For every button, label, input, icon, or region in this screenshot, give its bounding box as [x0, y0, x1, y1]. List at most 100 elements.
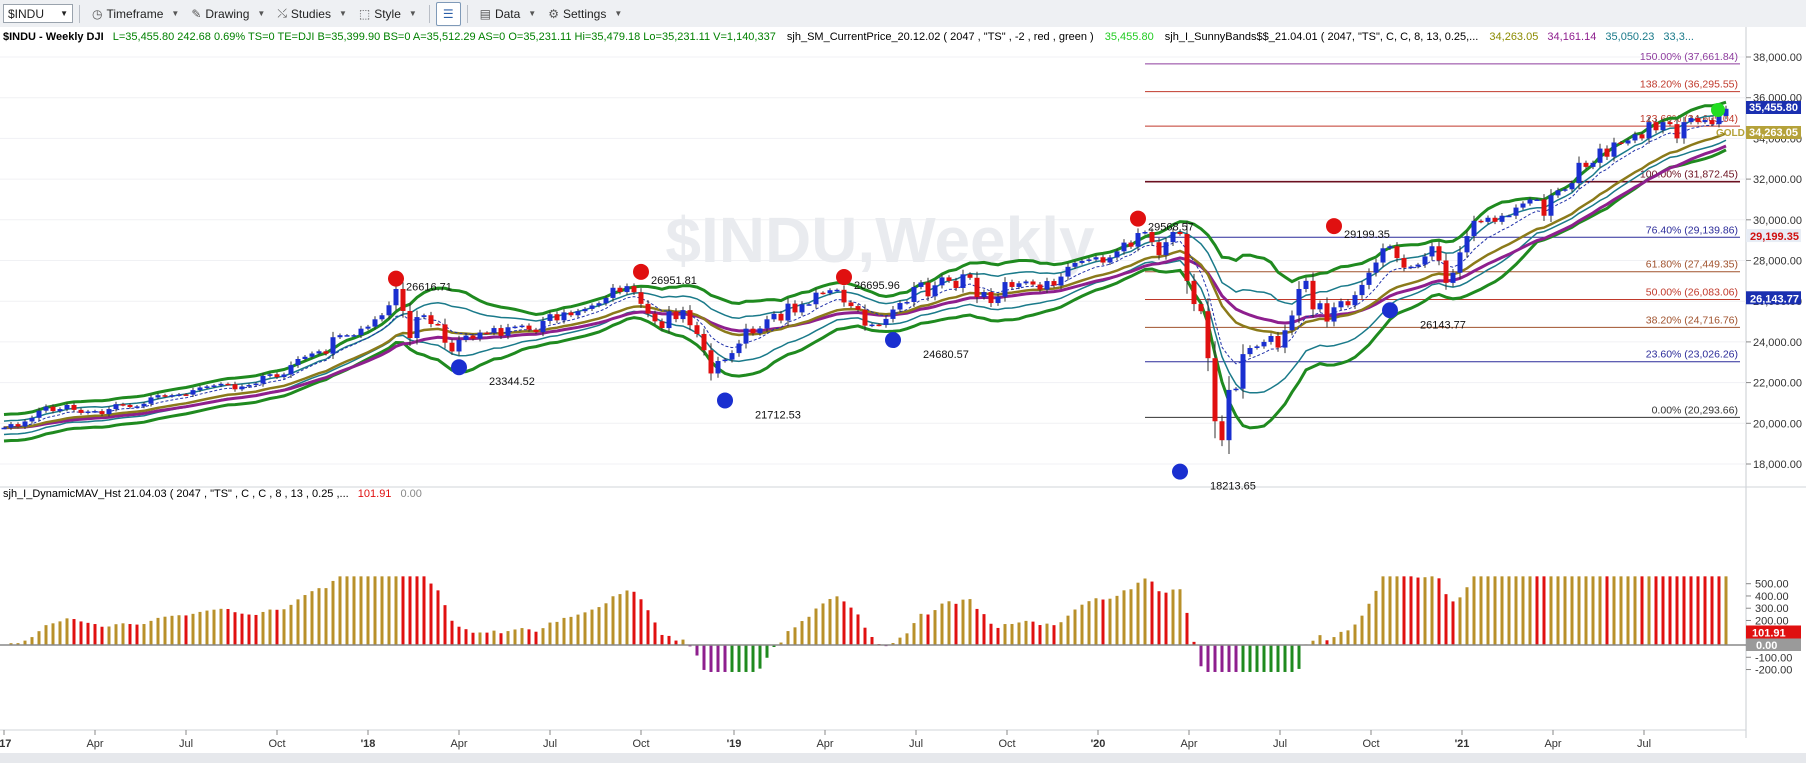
candle-body — [1569, 183, 1575, 190]
candle-body — [1016, 283, 1022, 287]
candle-body — [1212, 358, 1218, 422]
candle-body — [1478, 220, 1484, 223]
pivot-high-marker — [1130, 210, 1146, 227]
candle-body — [372, 319, 378, 327]
candle-body — [1667, 122, 1673, 125]
hist-bar — [1276, 645, 1280, 672]
hist-bar — [149, 620, 153, 645]
pivot-low-tag-text: 26,143.77 — [1750, 293, 1799, 305]
candle-body — [904, 302, 910, 304]
time-tick-label: Apr — [816, 738, 833, 750]
hist-bar — [450, 620, 454, 645]
candle-body — [1170, 232, 1176, 243]
candle-body — [1177, 232, 1183, 235]
hist-bar — [674, 640, 678, 645]
hist-bar — [513, 629, 517, 645]
hist-bar — [1682, 576, 1686, 645]
candle-body — [1653, 122, 1659, 131]
timeframe-label: Timeframe — [106, 6, 164, 21]
candle-body — [1065, 266, 1071, 277]
hist-bar — [681, 639, 685, 645]
scrollbar[interactable] — [0, 753, 1806, 763]
candle-body — [1506, 215, 1512, 218]
hist-bar — [576, 614, 580, 645]
pivot-label: 26616.71 — [406, 282, 452, 294]
hist-bar — [1255, 645, 1259, 672]
symbol-selector[interactable]: $INDU ▼ — [3, 4, 73, 23]
hist-bar — [121, 623, 125, 645]
layout-toggle-button[interactable]: ☰ — [435, 1, 461, 26]
candle-body — [1555, 190, 1561, 196]
hist-bar — [968, 599, 972, 645]
hist-bar — [408, 576, 412, 645]
candle-body — [1611, 142, 1617, 157]
data-menu[interactable]: ▤ Data ▼ — [474, 3, 543, 25]
hist-bar — [1101, 599, 1105, 645]
hist-bar — [821, 603, 825, 645]
timeframe-menu[interactable]: ◷ Timeframe ▼ — [86, 3, 185, 25]
candle-body — [57, 409, 63, 412]
time-tick-label: '19 — [727, 738, 742, 750]
hist-zero-tag — [1746, 638, 1801, 651]
hist-bar — [1381, 576, 1385, 645]
hist-bar — [933, 610, 937, 645]
hist-bar — [443, 605, 447, 645]
candle-body — [1660, 122, 1666, 131]
hist-bar — [1689, 576, 1693, 645]
time-tick-label: Jul — [1637, 738, 1651, 750]
hist-bar — [1066, 615, 1070, 645]
hist-bar — [1339, 631, 1343, 645]
hist-bar — [163, 616, 167, 645]
candle-body — [1604, 148, 1610, 157]
candle-body — [1702, 120, 1708, 123]
time-tick-label: Jul — [1273, 738, 1287, 750]
hist-bar — [1472, 576, 1476, 645]
candle-body — [169, 395, 175, 397]
style-menu[interactable]: ⬚ Style ▼ — [353, 3, 423, 25]
hist-bar — [961, 599, 965, 645]
time-tick-label: '21 — [1455, 738, 1470, 750]
candle-body — [127, 404, 133, 408]
drawing-menu[interactable]: ✎ Drawing ▼ — [185, 3, 271, 25]
candle-body — [1590, 162, 1596, 167]
hist-bar — [1164, 592, 1168, 645]
candle-body — [526, 325, 532, 330]
candle-body — [505, 327, 511, 336]
hist-bar — [352, 576, 356, 645]
settings-menu[interactable]: ⚙ Settings ▼ — [542, 3, 628, 25]
candle-body — [183, 394, 189, 396]
hist-bar — [548, 622, 552, 645]
symbol-line: $INDU - Weekly DJI — [3, 31, 104, 43]
hist-bar — [807, 616, 811, 645]
candle-body — [484, 332, 490, 335]
candle-body — [687, 310, 693, 326]
candle-body — [407, 310, 413, 339]
hist-bar — [527, 629, 531, 645]
candle-body — [911, 286, 917, 303]
hist-bar — [758, 645, 762, 669]
hist-bar — [1269, 645, 1273, 672]
candle-body — [1576, 162, 1582, 184]
candle-body — [1401, 258, 1407, 268]
candle-body — [1324, 303, 1330, 322]
pivot-high-marker — [836, 269, 852, 286]
candle-body — [1450, 272, 1456, 283]
price-tick-label: 22,000.00 — [1753, 378, 1802, 390]
candle-body — [876, 324, 882, 327]
fib-label: 50.00% (26,083.06) — [1646, 287, 1738, 299]
fib-label: 38.20% (24,716.76) — [1646, 314, 1738, 326]
chevron-down-icon: ▼ — [528, 9, 537, 18]
study2-line: sjh_I_SunnyBands$$_21.04.01 ( 2047, "TS"… — [1165, 31, 1479, 43]
candle-body — [1618, 142, 1624, 144]
header-line: $INDU - Weekly DJI L=35,455.80 242.68 0.… — [3, 31, 1694, 43]
hist-bar — [1024, 620, 1028, 645]
hist-bar — [86, 622, 90, 645]
chevron-down-icon: ▼ — [60, 9, 68, 18]
chart-canvas[interactable]: $INDU,Weekly 150.00% (37,661.84) 138.20% … — [0, 27, 1806, 763]
study1-line: sjh_SM_CurrentPrice_20.12.02 ( 2047 , "T… — [787, 31, 1094, 43]
hist-bar — [30, 637, 34, 645]
hist-bar — [198, 611, 202, 645]
studies-menu[interactable]: ⤯ Studies ▼ — [271, 3, 353, 25]
hist-bar — [1311, 640, 1315, 645]
hist-bar — [1717, 576, 1721, 645]
